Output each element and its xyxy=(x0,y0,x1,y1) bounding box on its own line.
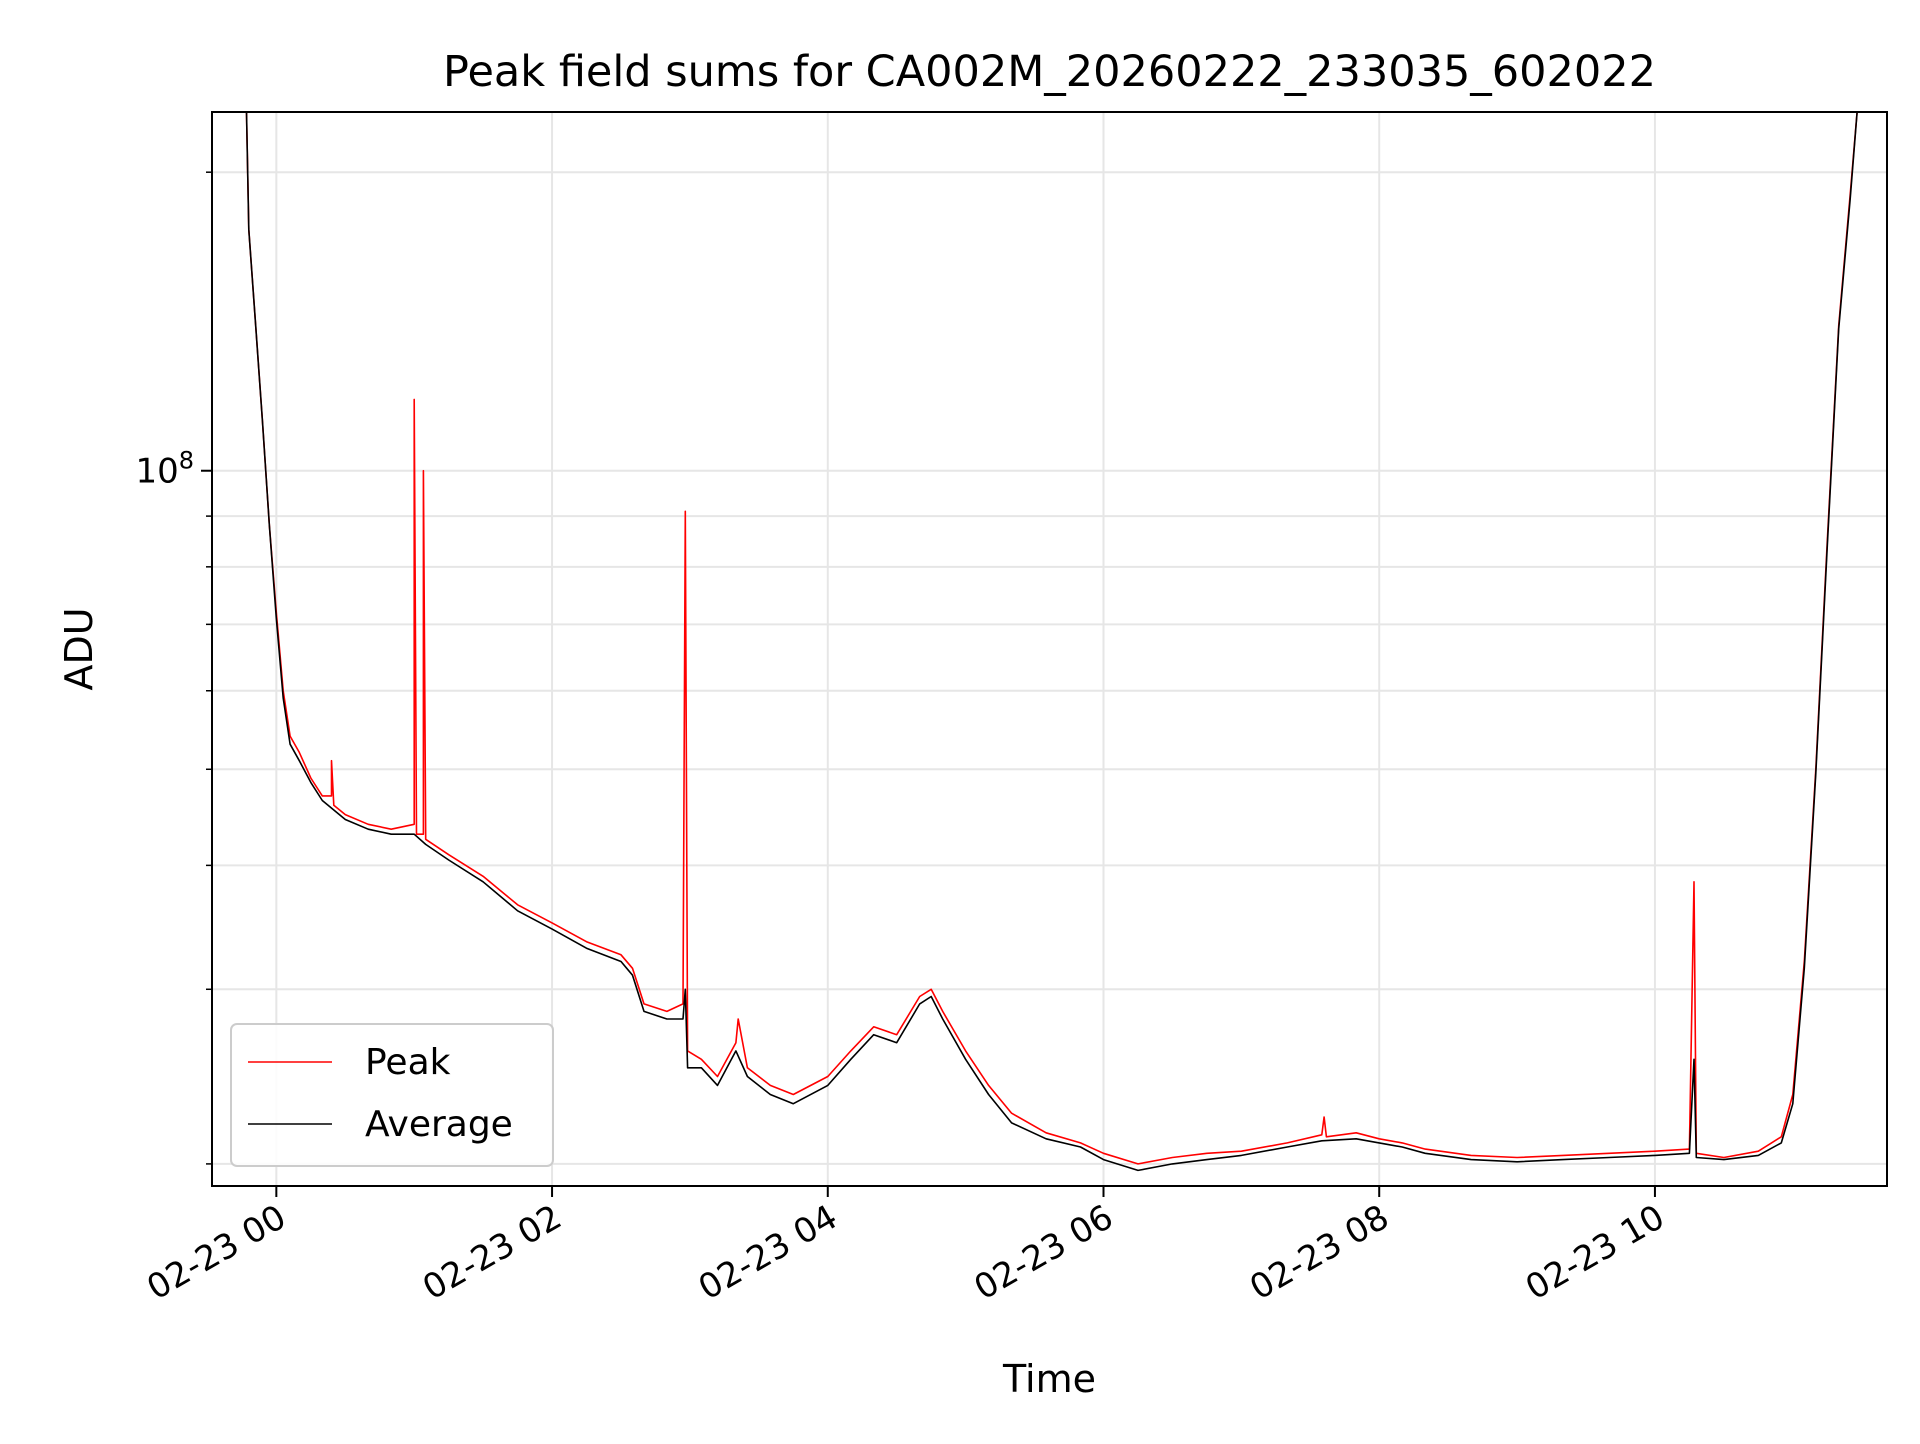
legend-label: Average xyxy=(365,1104,513,1145)
x-axis-label: Time xyxy=(1002,1357,1096,1401)
legend-box xyxy=(230,1023,554,1167)
grid-layer xyxy=(212,112,1887,1186)
series-line-peak xyxy=(245,112,1858,1165)
plot-layer xyxy=(245,112,1858,1172)
y-axis-label: ADU xyxy=(57,607,101,690)
y-tick-label-base: 10 xyxy=(135,452,178,492)
y-tick-label: 108 xyxy=(135,447,194,492)
legend-label: Peak xyxy=(365,1042,451,1083)
y-tick-label-exponent: 8 xyxy=(179,447,194,475)
legend: Peak Average xyxy=(230,1023,554,1167)
axes-frame xyxy=(211,111,1888,1187)
series-line-average xyxy=(245,112,1858,1172)
chart-title: Peak field sums for CA002M_20260222_2330… xyxy=(443,47,1656,97)
